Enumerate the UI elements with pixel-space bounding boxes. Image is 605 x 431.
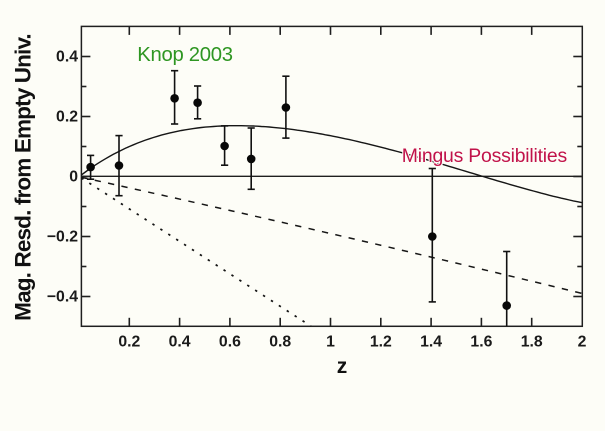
svg-text:0.8: 0.8 <box>269 333 291 350</box>
svg-text:Knop 2003: Knop 2003 <box>137 44 232 66</box>
svg-text:0.6: 0.6 <box>219 333 241 350</box>
svg-text:Mingus Possibilities: Mingus Possibilities <box>402 145 567 167</box>
svg-text:1.8: 1.8 <box>521 333 543 350</box>
svg-text:1.6: 1.6 <box>470 333 492 350</box>
svg-text:−0.4: −0.4 <box>47 289 78 306</box>
svg-text:z: z <box>337 355 348 378</box>
svg-text:0.2: 0.2 <box>56 109 78 126</box>
svg-text:Mag. Resd. from Empty Univ.: Mag. Resd. from Empty Univ. <box>11 34 36 321</box>
svg-text:1.4: 1.4 <box>420 333 442 350</box>
svg-text:1: 1 <box>326 333 335 350</box>
svg-text:−0.2: −0.2 <box>47 229 78 246</box>
svg-text:0: 0 <box>69 169 78 186</box>
svg-text:2: 2 <box>578 333 587 350</box>
svg-text:0.2: 0.2 <box>118 333 140 350</box>
svg-text:0.4: 0.4 <box>56 49 78 66</box>
svg-text:1.2: 1.2 <box>370 333 392 350</box>
svg-text:0.4: 0.4 <box>169 333 191 350</box>
